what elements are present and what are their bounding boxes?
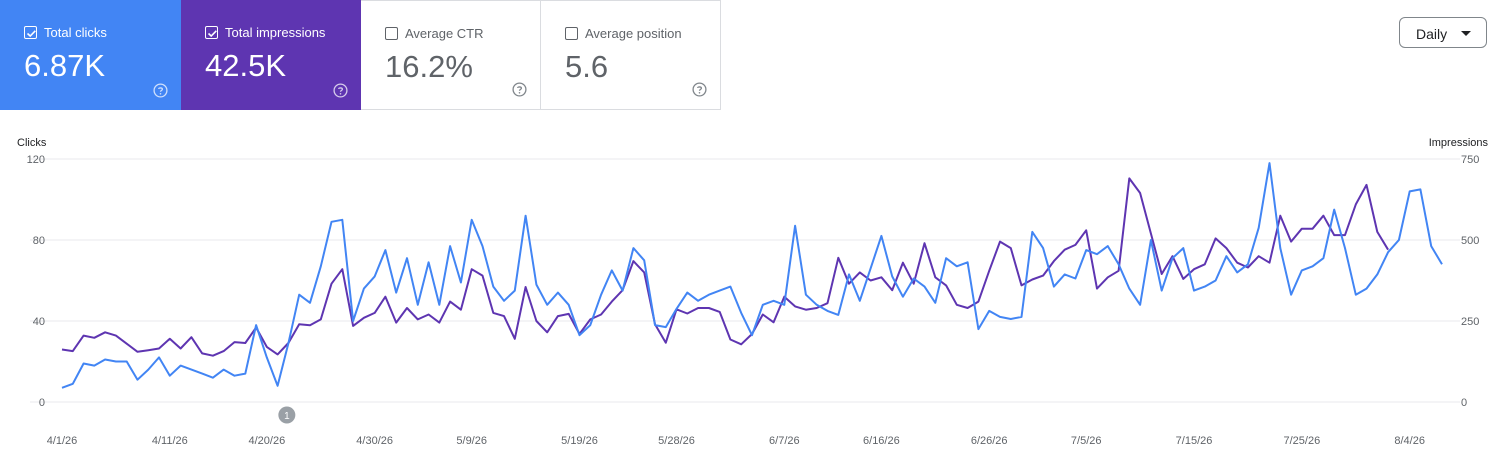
metric-card-total-clicks[interactable]: Total clicks 6.87K [0, 0, 181, 110]
caret-down-icon [1461, 31, 1471, 36]
series-line-impressions [61, 177, 1389, 357]
metric-card-average-position[interactable]: Average position 5.6 [540, 0, 721, 110]
question-circle-icon[interactable] [333, 83, 348, 98]
metric-label: Total impressions [225, 25, 326, 40]
y-axis-left-title: Clicks [17, 137, 47, 149]
x-tick-label: 6/7/26 [769, 435, 800, 447]
x-tick-label: 5/19/26 [561, 435, 598, 447]
y-tick-left: 0 [39, 397, 45, 409]
checkbox-unchecked-icon[interactable] [385, 27, 398, 40]
x-tick-label: 7/25/26 [1283, 435, 1320, 447]
question-circle-icon[interactable] [153, 83, 168, 98]
y-axis-right-title: Impressions [1429, 137, 1489, 149]
question-circle-icon[interactable] [692, 82, 707, 97]
x-tick-label: 4/20/26 [248, 435, 285, 447]
metric-card-average-ctr[interactable]: Average CTR 16.2% [361, 0, 541, 110]
y-tick-left: 120 [27, 154, 45, 166]
x-tick-label: 5/9/26 [456, 435, 487, 447]
metric-label: Average position [585, 26, 682, 41]
x-tick-label: 4/11/26 [152, 435, 188, 447]
x-tick-label: 7/5/26 [1071, 435, 1102, 447]
checkbox-unchecked-icon[interactable] [565, 27, 578, 40]
x-tick-label: 4/30/26 [356, 435, 393, 447]
question-circle-icon[interactable] [512, 82, 527, 97]
metric-card-total-impressions[interactable]: Total impressions 42.5K [181, 0, 361, 110]
x-tick-label: 6/26/26 [971, 435, 1008, 447]
period-dropdown-label: Daily [1416, 26, 1448, 42]
annotation-label: 1 [284, 411, 290, 422]
metric-value: 5.6 [565, 49, 609, 84]
metric-label: Total clicks [44, 25, 107, 40]
y-tick-right: 250 [1461, 316, 1479, 328]
checkbox-checked-icon[interactable] [24, 26, 37, 39]
y-tick-right: 0 [1461, 397, 1467, 409]
y-tick-left: 80 [33, 235, 45, 247]
x-tick-label: 8/4/26 [1394, 435, 1425, 447]
y-tick-right: 750 [1461, 154, 1479, 166]
metric-value: 6.87K [24, 48, 106, 83]
metric-value: 16.2% [385, 49, 473, 84]
x-tick-label: 4/1/26 [47, 435, 78, 447]
y-tick-right: 500 [1461, 235, 1479, 247]
series-line-clicks [61, 162, 1443, 389]
x-tick-label: 5/28/26 [658, 435, 695, 447]
x-tick-label: 6/16/26 [863, 435, 900, 447]
metric-value: 42.5K [205, 48, 287, 83]
y-tick-left: 40 [33, 316, 45, 328]
checkbox-checked-icon[interactable] [205, 26, 218, 39]
metric-label: Average CTR [405, 26, 484, 41]
annotation-marker[interactable] [278, 406, 296, 424]
x-tick-label: 7/15/26 [1176, 435, 1213, 447]
period-dropdown[interactable]: Daily [1399, 17, 1487, 48]
